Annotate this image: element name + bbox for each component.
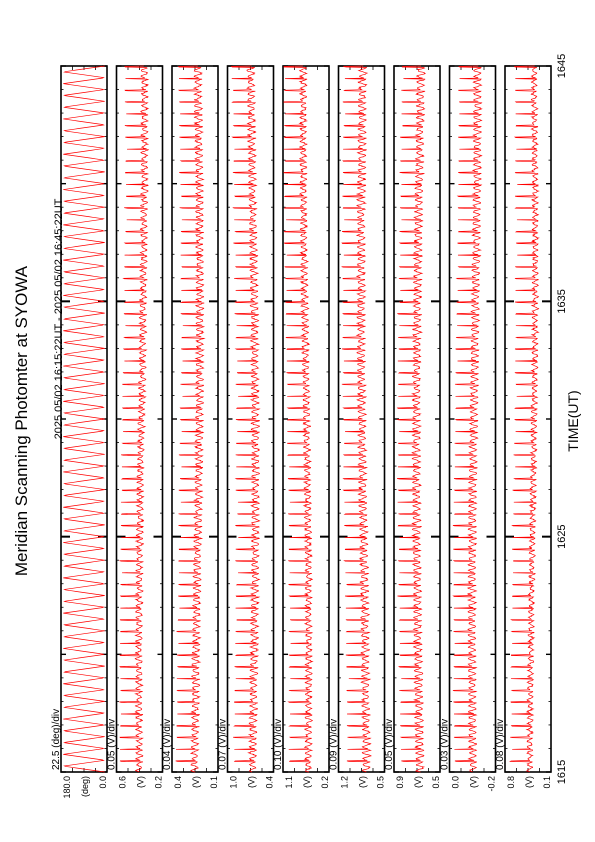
chart-subtitle: 2025 05/02 16:15:22UT - 2025 05/02 16:45… [53,198,65,439]
panel-frame [60,65,108,773]
y-tick-label-top: 0.6 [118,776,128,789]
panel-scale-label: 22.5 (deg)/div [51,709,62,770]
y-tick-label-top: 0.9 [395,776,405,789]
y-unit-label: (V) [524,776,534,788]
x-axis: 1615 1625 1635 1645 [556,54,568,784]
series-line-channel-1 [119,65,150,773]
y-tick-label-bottom: 0.0 [98,776,108,789]
panel-scale-label: 0.10 (V)/div [273,719,284,770]
panel-scale-label: 0.05 (V)/div [107,719,118,770]
series-line-channel-3 [230,65,261,773]
y-tick-label-bottom: 0.5 [376,776,386,789]
y-tick-label-bottom: 0.4 [265,776,275,789]
y-unit-label: (V) [358,776,368,788]
y-tick-label-top: 1.1 [284,776,294,789]
y-unit-label: (V) [413,776,423,788]
y-tick-label-bottom: 0.2 [154,776,164,789]
series-line-channel-2 [175,65,206,773]
y-unit-label: (V) [136,776,146,788]
y-unit-label: (V) [302,776,312,788]
y-tick-label-bottom: 0.5 [431,776,441,789]
panel-scale-label: 0.03 (V)/div [440,719,451,770]
rotated-plot: Meridian Scanning Photomter at SYOWA 202… [12,54,581,799]
x-tick-label: 1625 [556,524,568,548]
x-tick-label: 1645 [556,54,568,78]
panel-scale-label: 0.04 (V)/div [162,719,173,770]
x-tick-label: 1615 [556,760,568,784]
y-tick-label-bottom: -0.2 [487,776,497,792]
y-tick-label-bottom: 0.1 [209,776,219,789]
y-tick-label-bottom: 0.2 [320,776,330,789]
chart-title: Meridian Scanning Photomter at SYOWA [12,265,31,576]
y-tick-label-top: 0.0 [451,776,461,789]
panel-scale-label: 0.07 (V)/div [218,719,229,770]
y-unit-label: (V) [191,776,201,788]
x-axis-label: TIME(UT) [565,390,581,451]
panel-scale-label: 0.08 (V)/div [495,719,506,770]
series-line-channel-5 [341,65,372,773]
panel-scale-label: 0.05 (V)/div [384,719,395,770]
y-unit-label: (deg) [80,776,90,797]
x-tick-label: 1635 [556,289,568,313]
series-line-angle [63,65,105,773]
y-tick-label-top: 0.4 [173,776,183,789]
y-tick-label-top: 1.0 [229,776,239,789]
y-tick-label-top: 1.2 [340,776,350,789]
y-tick-label-bottom: 0.1 [542,776,552,789]
y-tick-label-top: 0.8 [506,776,516,789]
series-line-channel-8 [508,65,540,773]
y-unit-label: (V) [247,776,257,788]
y-tick-label-top: 180.0 [62,776,72,799]
panel-scale-label: 0.09 (V)/div [329,719,340,770]
series-line-channel-4 [283,65,314,773]
series-line-channel-7 [452,65,483,773]
series-line-channel-6 [396,65,427,773]
y-unit-label: (V) [469,776,479,788]
